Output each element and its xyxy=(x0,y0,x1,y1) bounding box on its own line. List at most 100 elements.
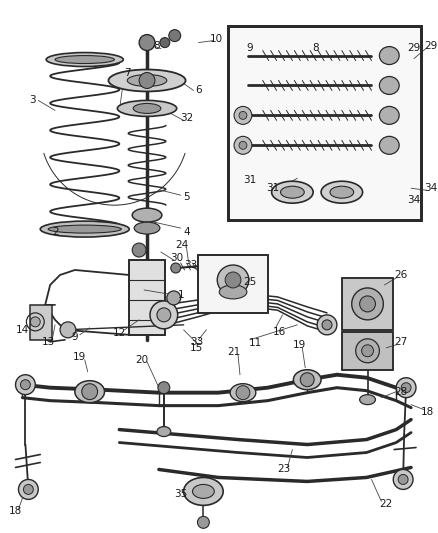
Text: 23: 23 xyxy=(276,464,290,474)
Text: 31: 31 xyxy=(265,183,279,193)
Circle shape xyxy=(15,375,35,394)
Text: 33: 33 xyxy=(184,260,197,270)
Text: 7: 7 xyxy=(124,68,130,77)
Text: 16: 16 xyxy=(272,327,286,337)
Circle shape xyxy=(351,288,382,320)
Text: 22: 22 xyxy=(379,499,392,510)
Text: 24: 24 xyxy=(175,240,188,250)
Circle shape xyxy=(150,301,177,329)
Ellipse shape xyxy=(378,136,398,154)
Text: 19: 19 xyxy=(292,340,305,350)
Circle shape xyxy=(397,474,407,484)
Ellipse shape xyxy=(217,265,248,295)
Text: 3: 3 xyxy=(29,95,35,106)
Text: 30: 30 xyxy=(170,253,183,263)
Ellipse shape xyxy=(378,46,398,64)
Circle shape xyxy=(238,111,246,119)
Ellipse shape xyxy=(127,75,166,86)
Ellipse shape xyxy=(378,77,398,94)
Text: 19: 19 xyxy=(73,352,86,362)
Circle shape xyxy=(132,243,146,257)
Text: 34: 34 xyxy=(406,195,420,205)
Text: 34: 34 xyxy=(423,183,436,193)
Text: 33: 33 xyxy=(189,337,203,347)
Text: 18: 18 xyxy=(420,407,434,417)
Ellipse shape xyxy=(378,107,398,124)
Ellipse shape xyxy=(117,100,177,116)
Text: 11: 11 xyxy=(249,338,262,348)
Bar xyxy=(341,332,392,370)
Circle shape xyxy=(158,382,170,394)
Text: 15: 15 xyxy=(189,343,203,353)
Ellipse shape xyxy=(48,225,121,233)
Circle shape xyxy=(156,308,170,322)
Text: 29: 29 xyxy=(423,41,436,51)
Ellipse shape xyxy=(271,181,312,203)
Text: 9: 9 xyxy=(246,43,253,53)
Circle shape xyxy=(81,384,97,400)
Ellipse shape xyxy=(219,285,246,299)
Circle shape xyxy=(30,317,40,327)
Text: 12: 12 xyxy=(113,328,126,338)
Circle shape xyxy=(168,30,180,42)
Ellipse shape xyxy=(359,394,374,405)
Circle shape xyxy=(400,383,410,393)
Circle shape xyxy=(23,484,33,495)
Text: 32: 32 xyxy=(180,114,193,123)
Text: 26: 26 xyxy=(394,270,407,280)
Ellipse shape xyxy=(293,370,320,390)
Bar xyxy=(129,260,164,335)
Bar xyxy=(30,305,52,340)
Circle shape xyxy=(238,141,246,149)
Ellipse shape xyxy=(133,103,160,114)
Circle shape xyxy=(159,38,170,47)
Circle shape xyxy=(170,263,180,273)
Ellipse shape xyxy=(280,186,304,198)
Text: 2: 2 xyxy=(52,227,58,237)
Text: 28: 28 xyxy=(394,386,407,397)
Circle shape xyxy=(236,386,249,400)
Circle shape xyxy=(197,516,209,528)
Bar xyxy=(341,278,392,330)
Text: 6: 6 xyxy=(195,85,201,95)
Ellipse shape xyxy=(192,484,214,498)
Text: 35: 35 xyxy=(173,489,187,499)
Ellipse shape xyxy=(40,221,129,237)
Bar xyxy=(341,278,392,330)
Text: 14: 14 xyxy=(16,325,29,335)
Circle shape xyxy=(166,291,180,305)
Circle shape xyxy=(139,72,155,88)
Circle shape xyxy=(321,320,331,330)
Text: 20: 20 xyxy=(135,355,148,365)
Circle shape xyxy=(233,136,251,154)
Text: 27: 27 xyxy=(394,337,407,347)
Circle shape xyxy=(139,35,155,51)
Bar xyxy=(228,26,420,220)
Bar xyxy=(228,26,420,220)
Circle shape xyxy=(361,345,373,357)
Circle shape xyxy=(225,272,240,288)
Circle shape xyxy=(300,373,314,386)
Text: 18: 18 xyxy=(9,506,22,516)
Bar xyxy=(129,260,164,335)
Text: 25: 25 xyxy=(243,277,256,287)
Circle shape xyxy=(355,339,378,363)
Circle shape xyxy=(60,322,76,338)
Circle shape xyxy=(396,378,415,398)
Ellipse shape xyxy=(55,55,114,63)
Ellipse shape xyxy=(75,381,104,402)
Text: 10: 10 xyxy=(209,34,223,44)
Bar xyxy=(198,255,267,313)
Circle shape xyxy=(21,379,30,390)
Text: 29: 29 xyxy=(406,43,420,53)
Circle shape xyxy=(233,107,251,124)
Bar xyxy=(341,332,392,370)
Text: 5: 5 xyxy=(183,192,190,202)
Circle shape xyxy=(359,296,374,312)
Ellipse shape xyxy=(320,181,362,203)
Circle shape xyxy=(316,315,336,335)
Text: 21: 21 xyxy=(227,347,240,357)
Text: 8: 8 xyxy=(311,43,318,53)
Bar xyxy=(198,255,267,313)
Ellipse shape xyxy=(134,222,159,234)
